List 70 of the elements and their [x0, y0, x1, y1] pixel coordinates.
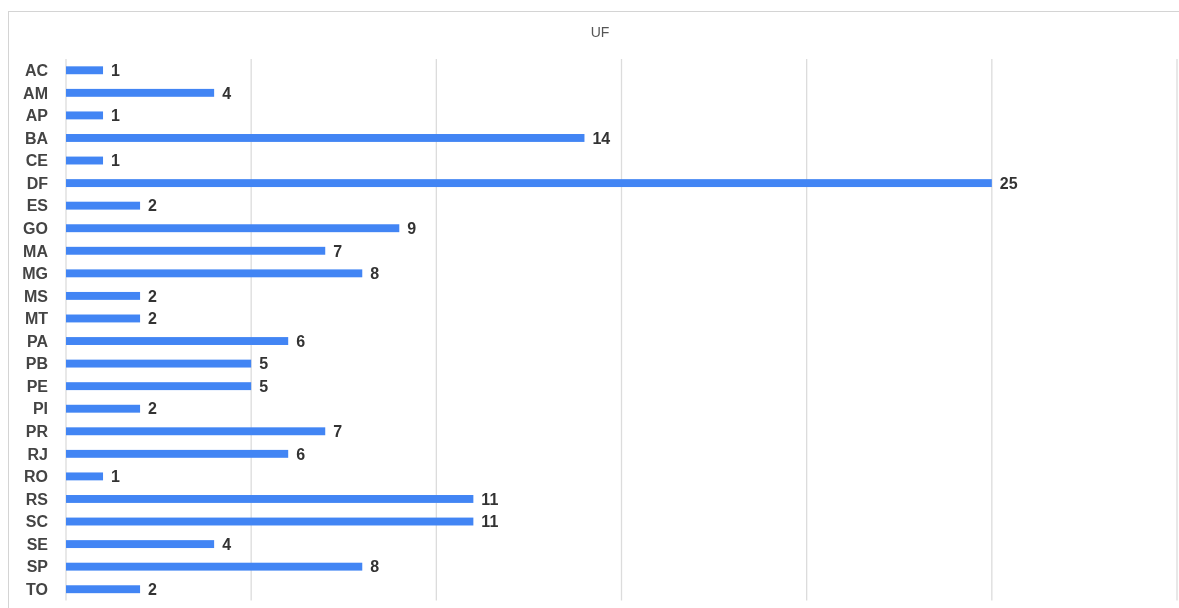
data-label: 11 — [481, 490, 499, 508]
bar — [66, 179, 992, 188]
bar — [66, 404, 141, 413]
bar — [66, 359, 252, 368]
data-label: 5 — [259, 377, 269, 395]
y-tick-label: PA — [26, 332, 49, 350]
bar — [66, 201, 141, 210]
data-label: 7 — [333, 242, 343, 260]
data-label: 2 — [148, 197, 158, 215]
chart-title: UF — [590, 24, 610, 40]
data-label: 4 — [222, 84, 232, 102]
bar — [66, 246, 326, 255]
data-label: 8 — [370, 265, 380, 283]
y-tick-label: PI — [32, 400, 48, 418]
bar — [66, 427, 326, 436]
data-label: 1 — [111, 468, 121, 486]
bar — [66, 562, 363, 571]
bar — [66, 269, 363, 278]
data-label: 1 — [111, 107, 121, 125]
bar — [66, 134, 585, 142]
bar — [66, 449, 289, 458]
data-label: 8 — [370, 558, 380, 576]
bar — [66, 88, 215, 97]
y-tick-label: MA — [23, 242, 49, 260]
y-tick-label: AM — [23, 84, 48, 102]
y-tick-label: AP — [25, 107, 49, 125]
y-tick-label: RJ — [27, 445, 48, 463]
data-label: 2 — [148, 310, 158, 328]
bar — [66, 224, 400, 233]
bar — [66, 66, 104, 75]
data-label: 6 — [296, 445, 306, 463]
data-label: 2 — [148, 287, 158, 305]
data-label: 1 — [111, 152, 121, 170]
bar — [66, 495, 474, 503]
data-label: 2 — [148, 400, 158, 418]
y-tick-label: SC — [25, 513, 49, 531]
y-tick-label: TO — [26, 580, 48, 598]
y-tick-label: SE — [26, 535, 49, 553]
bar — [66, 111, 104, 120]
y-tick-label: RS — [25, 490, 49, 508]
y-tick-label: MS — [24, 287, 49, 305]
data-label: 2 — [148, 580, 158, 598]
data-label: 7 — [333, 423, 343, 441]
y-tick-label: PB — [25, 355, 48, 373]
y-tick-label: CE — [25, 152, 49, 170]
data-label: 6 — [296, 332, 306, 350]
bar — [66, 472, 104, 481]
y-tick-label: SP — [26, 558, 49, 576]
y-tick-label: ES — [26, 197, 49, 215]
data-label: 25 — [999, 174, 1018, 192]
data-label: 5 — [259, 355, 269, 373]
bar — [66, 382, 252, 391]
y-tick-label: DF — [26, 174, 49, 192]
data-label: 1 — [111, 62, 121, 80]
bar — [66, 291, 141, 300]
y-tick-label: PR — [25, 423, 49, 441]
y-tick-label: MT — [24, 310, 49, 328]
y-tick-label: AC — [24, 62, 49, 80]
data-label: 9 — [407, 219, 417, 237]
y-tick-label: PE — [26, 377, 49, 395]
bar — [66, 540, 215, 549]
data-label: 11 — [481, 513, 499, 531]
y-tick-label: RO — [24, 468, 48, 486]
data-label: 14 — [592, 129, 611, 147]
data-label: 4 — [222, 535, 232, 553]
y-tick-label: MG — [22, 265, 48, 283]
bar — [66, 585, 141, 594]
y-tick-label: BA — [24, 129, 49, 147]
bar — [66, 337, 289, 345]
y-tick-label: GO — [23, 219, 48, 237]
